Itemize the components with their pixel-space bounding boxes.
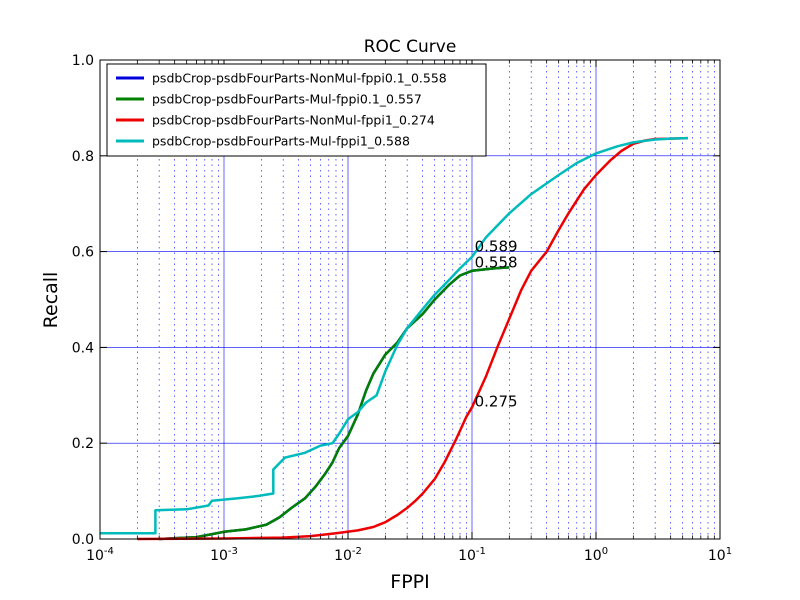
legend: psdbCrop-psdbFourParts-NonMul-fppi0.1_0.… bbox=[106, 63, 487, 157]
annotation-label: 0.275 bbox=[475, 392, 518, 410]
y-tick-label: 0.8 bbox=[72, 149, 94, 165]
legend-label-2: psdbCrop-psdbFourParts-Mul-fppi0.1_0.557 bbox=[152, 92, 422, 107]
legend-label-1: psdbCrop-psdbFourParts-NonMul-fppi0.1_0.… bbox=[152, 71, 447, 86]
series-layer bbox=[100, 136, 688, 541]
series-line-3 bbox=[137, 136, 688, 541]
x-tick-label: 100 bbox=[584, 546, 608, 564]
x-tick-label: 10-3 bbox=[210, 546, 238, 564]
y-tick-label: 1.0 bbox=[72, 53, 94, 69]
x-tick-label: 10-1 bbox=[458, 546, 486, 564]
legend-box bbox=[106, 63, 487, 157]
legend-label-3: psdbCrop-psdbFourParts-NonMul-fppi1_0.27… bbox=[152, 113, 435, 128]
annotation-label: 0.558 bbox=[475, 253, 518, 271]
series-line-2 bbox=[159, 266, 510, 541]
tick-layer: 10-4 10-3 10-2 10-1 100 101 0.0 0.2 0.4 0.6 0.8 1.0 bbox=[72, 53, 732, 564]
y-tick-label: 0.6 bbox=[72, 245, 94, 261]
series-line-4 bbox=[100, 136, 688, 535]
legend-label-4: psdbCrop-psdbFourParts-Mul-fppi1_0.588 bbox=[152, 134, 410, 149]
y-tick-label: 0.0 bbox=[72, 532, 94, 548]
annotation-label: 0.589 bbox=[475, 238, 518, 256]
x-tick-label: 10-4 bbox=[86, 546, 114, 564]
y-axis-title: Recall bbox=[40, 272, 62, 329]
x-axis-title: FPPI bbox=[390, 571, 429, 593]
y-tick-label: 0.2 bbox=[72, 436, 94, 452]
x-tick-label: 101 bbox=[708, 546, 732, 564]
chart-title: ROC Curve bbox=[364, 37, 457, 57]
y-tick-label: 0.4 bbox=[72, 340, 94, 356]
plot-frame bbox=[99, 59, 721, 540]
x-tick-label: 10-2 bbox=[334, 546, 362, 564]
